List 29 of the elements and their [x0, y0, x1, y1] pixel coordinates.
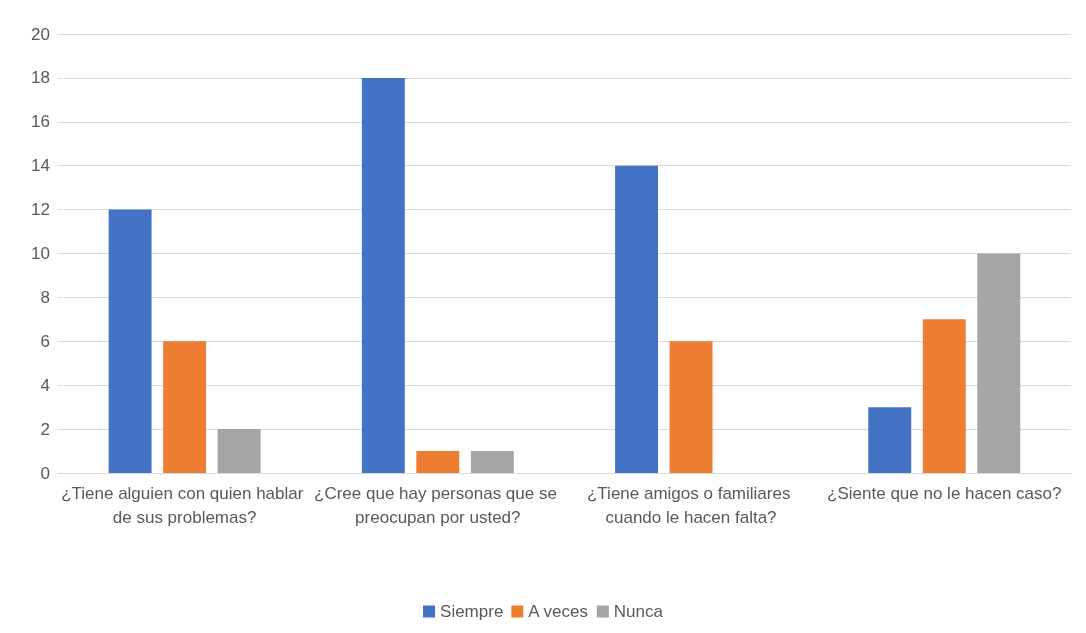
- bar: [868, 407, 912, 473]
- y-tick-label: 2: [40, 419, 50, 439]
- bar: [669, 341, 713, 473]
- bar: [361, 77, 405, 473]
- legend-label: Siempre: [440, 602, 504, 621]
- y-tick-label: 14: [31, 156, 50, 176]
- legend-label: A veces: [528, 602, 588, 621]
- y-tick-label: 18: [31, 68, 50, 88]
- bar: [470, 451, 514, 473]
- x-tick-label: ¿Cree que hay personas que se preocupan por usted?: [314, 483, 562, 527]
- bar: [108, 209, 152, 473]
- y-tick-label: 10: [31, 244, 50, 263]
- y-tick-label: 20: [31, 24, 50, 44]
- bar: [977, 253, 1021, 473]
- x-tick-label: ¿Tiene amigos o familiares cuando le hacen falta?: [586, 483, 796, 527]
- y-tick-label: 0: [40, 463, 50, 483]
- bar: [416, 451, 460, 473]
- bar: [922, 319, 966, 473]
- legend-label: Nunca: [613, 602, 664, 621]
- bar: [217, 429, 261, 473]
- bar: [163, 341, 207, 473]
- y-tick-label: 8: [40, 287, 50, 307]
- y-tick-label: 4: [40, 375, 50, 395]
- x-tick-label: ¿Tiene alguien con quien hablar de sus problemas?: [61, 483, 309, 527]
- y-tick-label: 12: [31, 200, 50, 220]
- y-tick-label: 16: [31, 112, 50, 132]
- y-tick-label: 6: [40, 331, 50, 351]
- x-tick-label: ¿Siente que no le hacen caso?: [827, 483, 1062, 503]
- bar: [615, 165, 658, 473]
